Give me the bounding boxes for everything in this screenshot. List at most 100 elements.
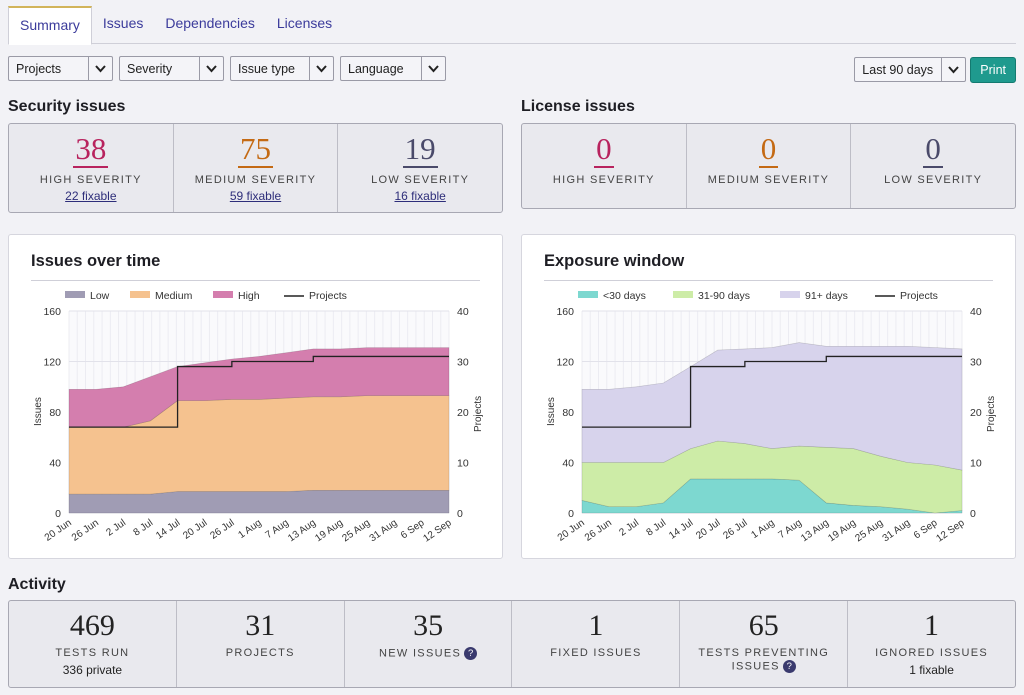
security-low-fixable[interactable]: 16 fixable [394, 189, 446, 203]
security-medium-label: MEDIUM SEVERITY [194, 174, 317, 186]
legend-label-high: High [238, 290, 260, 302]
y2-tick-label: 30 [457, 357, 469, 369]
activity-panel: 469 TESTS RUN 336 private 31 PROJECTS 35… [8, 600, 1016, 688]
tab-summary[interactable]: Summary [8, 6, 92, 45]
ignored-issues-value: 1 [924, 609, 940, 642]
x-tick-label: 25 Aug [853, 517, 885, 544]
y2-tick-label: 0 [970, 508, 976, 520]
help-icon[interactable]: ? [464, 647, 478, 660]
chevron-down-icon [199, 57, 223, 80]
x-tick-label: 12 Sep [421, 517, 454, 544]
security-high-label: HIGH SEVERITY [39, 174, 142, 186]
y-tick-label: 0 [568, 508, 574, 520]
license-high-value[interactable]: 0 [594, 131, 614, 168]
security-issues-panel: 38 HIGH SEVERITY 22 fixable 75 MEDIUM SE… [8, 123, 503, 213]
tab-bar: Summary Issues Dependencies Licenses [8, 6, 1016, 45]
y2-tick-label: 10 [970, 458, 982, 470]
x-tick-label: 26 Jul [208, 517, 236, 541]
chevron-down-icon [88, 57, 112, 80]
tests-preventing-label: TESTS PREVENTING [698, 647, 830, 659]
y-axis-label: Issues [546, 397, 557, 426]
language-select[interactable]: Language [340, 56, 446, 81]
legend-swatch [780, 291, 800, 298]
x-tick-label: 19 Aug [826, 517, 858, 544]
legend-label-30-days: <30 days [603, 290, 646, 302]
exposure-window-title: Exposure window [544, 252, 685, 270]
fixed-issues-stat: 1 FIXED ISSUES [512, 601, 681, 687]
security-medium-fixable[interactable]: 59 fixable [229, 189, 282, 203]
issue-type-select[interactable]: Issue type [230, 56, 334, 81]
legend-swatch [65, 291, 85, 298]
legend-label-31-90-days: 31-90 days [698, 290, 750, 302]
x-tick-label: 13 Aug [799, 517, 831, 544]
y-tick-label: 120 [43, 357, 61, 369]
new-issues-value: 35 [413, 609, 444, 642]
legend-label-medium: Medium [155, 290, 193, 302]
new-issues-label: NEW ISSUES [379, 647, 462, 660]
help-icon[interactable]: ? [782, 660, 796, 673]
x-tick-label: 2 Jul [617, 517, 641, 538]
y2-tick-label: 40 [457, 306, 469, 318]
issue-type-select-label: Issue type [238, 61, 295, 76]
fixed-issues-value: 1 [588, 609, 604, 642]
security-low-stat: 19 LOW SEVERITY 16 fixable [338, 124, 502, 212]
security-high-value[interactable]: 38 [73, 131, 109, 168]
license-issues-title: License issues [521, 98, 635, 115]
y-tick-label: 40 [562, 458, 574, 470]
security-medium-stat: 75 MEDIUM SEVERITY 59 fixable [174, 124, 339, 212]
y-tick-label: 0 [55, 508, 61, 520]
series-line-projects [582, 355, 962, 428]
new-issues-stat: 35 NEW ISSUES? [345, 601, 513, 687]
license-medium-value[interactable]: 0 [758, 131, 779, 168]
tests-preventing-label-2: ISSUES [731, 660, 780, 673]
security-medium-value[interactable]: 75 [238, 131, 273, 168]
x-tick-label: 31 Aug [881, 517, 913, 544]
projects-value: 31 [245, 609, 276, 642]
license-low-value[interactable]: 0 [923, 131, 943, 168]
ignored-issues-fixable: 1 fixable [909, 663, 954, 677]
security-low-value[interactable]: 19 [402, 131, 438, 168]
y2-tick-label: 20 [457, 407, 469, 419]
ignored-issues-label: IGNORED ISSUES [875, 647, 989, 659]
tab-licenses[interactable]: Licenses [276, 15, 333, 31]
y2-tick-label: 40 [970, 306, 982, 318]
tests-run-label: TESTS RUN [55, 647, 130, 659]
y-tick-label: 80 [562, 407, 574, 419]
x-tick-label: 8 Jul [132, 517, 156, 538]
security-high-stat: 38 HIGH SEVERITY 22 fixable [9, 124, 174, 212]
y-tick-label: 160 [43, 306, 61, 318]
date-range-label: Last 90 days [862, 62, 934, 77]
tab-dependencies[interactable]: Dependencies [165, 15, 255, 31]
projects-select[interactable]: Projects [8, 56, 113, 81]
legend-swatch [673, 291, 693, 298]
tests-run-value: 469 [69, 609, 115, 642]
tests-run-private: 336 private [62, 663, 123, 677]
divider [544, 280, 993, 281]
x-tick-label: 20 Jun [556, 517, 587, 543]
x-tick-label: 20 Jun [43, 517, 74, 543]
x-tick-label: 8 Jul [645, 517, 669, 538]
series-area-91-days [581, 342, 963, 471]
date-range-select[interactable]: Last 90 days [854, 57, 967, 82]
y-tick-label: 40 [49, 458, 61, 470]
tab-issues[interactable]: Issues [102, 15, 144, 31]
x-tick-label: 20 Jul [694, 517, 722, 541]
security-high-fixable[interactable]: 22 fixable [65, 189, 117, 203]
x-tick-label: 20 Jul [181, 517, 209, 541]
right-controls: Last 90 days Print [854, 57, 1016, 83]
x-tick-label: 13 Aug [286, 517, 318, 544]
y2-tick-label: 30 [970, 357, 982, 369]
y2-tick-label: 0 [457, 508, 463, 520]
projects-stat: 31 PROJECTS [177, 601, 345, 687]
x-tick-label: 1 Aug [749, 517, 776, 541]
issues-over-time-chart: 0 40 80 120 160 0 10 20 30 40 Issues Projects 20 Jun… [33, 290, 484, 545]
tests-preventing-label-row: ISSUES? [680, 660, 847, 673]
severity-select[interactable]: Severity [119, 56, 224, 81]
chevron-down-icon [941, 58, 965, 81]
y-tick-label: 160 [556, 306, 574, 318]
tests-run-stat: 469 TESTS RUN 336 private [9, 601, 177, 687]
y2-axis-label: Projects [473, 396, 484, 432]
y-tick-label: 80 [49, 407, 61, 419]
new-issues-label-row: NEW ISSUES? [345, 647, 512, 660]
print-button[interactable]: Print [970, 57, 1016, 83]
